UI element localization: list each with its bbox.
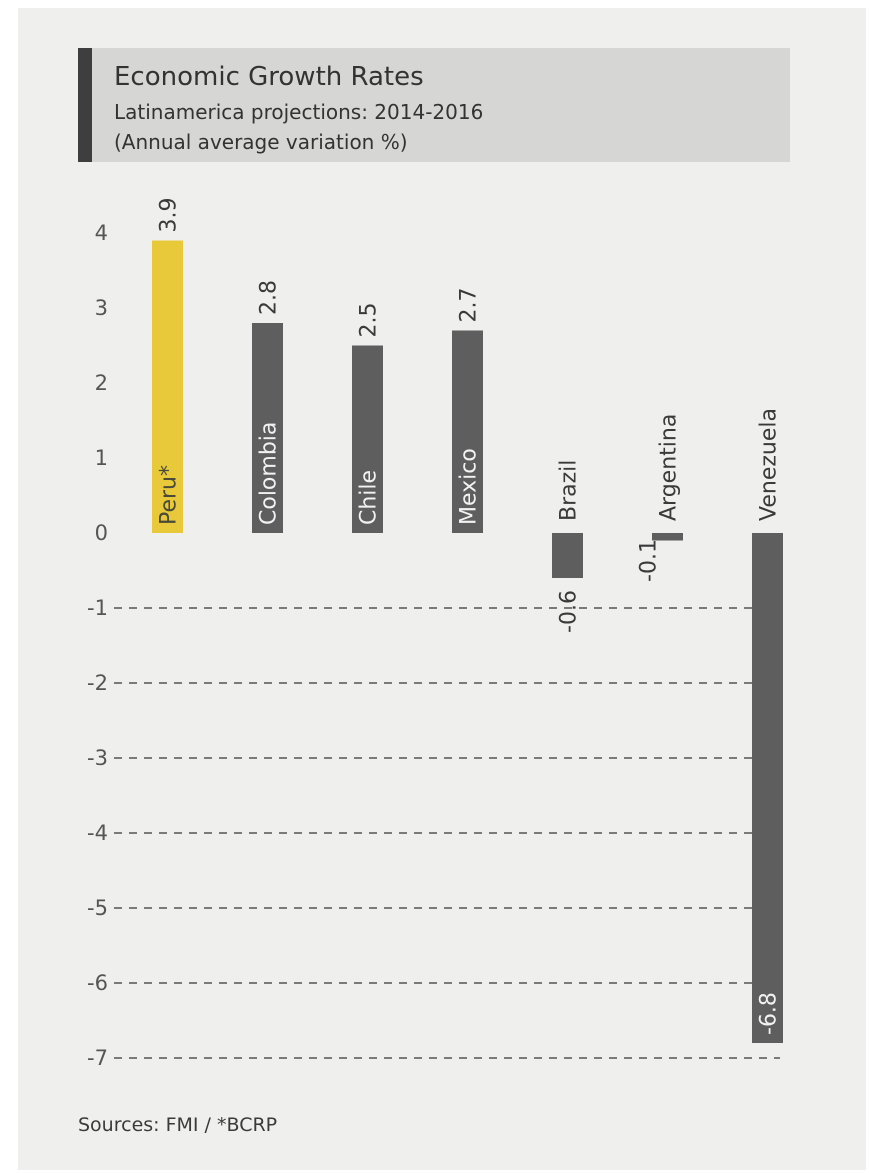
source-note: Sources: FMI / *BCRP <box>78 1114 278 1136</box>
bar <box>252 323 283 533</box>
y-tick-label: -7 <box>87 1046 108 1070</box>
chart-subtitle: Latinamerica projections: 2014-2016 <box>114 100 484 124</box>
value-label: -0.1 <box>637 539 662 582</box>
value-label: 2.5 <box>357 303 382 338</box>
y-tick-label: -4 <box>87 821 108 845</box>
y-tick-label: 1 <box>95 446 108 470</box>
category-label: Brazil <box>557 460 582 521</box>
value-label: -6.8 <box>757 992 782 1035</box>
value-label: 2.8 <box>257 280 282 315</box>
value-label: -0.6 <box>557 590 582 633</box>
bar <box>152 240 183 533</box>
value-label: 2.7 <box>457 288 482 323</box>
title-accent-bar <box>78 48 92 162</box>
bar <box>352 345 383 533</box>
bar <box>652 533 683 541</box>
chart-units: (Annual average variation %) <box>114 130 408 154</box>
category-label: Argentina <box>657 414 682 521</box>
title-band <box>78 48 790 162</box>
value-label: 3.9 <box>157 198 182 233</box>
bar <box>452 330 483 533</box>
category-label: Venezuela <box>757 408 782 521</box>
y-tick-label: -2 <box>87 671 108 695</box>
category-label: Mexico <box>457 448 482 525</box>
y-tick-label: 4 <box>95 221 108 245</box>
chart-title: Economic Growth Rates <box>114 62 424 92</box>
y-tick-label: -1 <box>87 596 108 620</box>
paper-background <box>18 8 866 1170</box>
category-label: Chile <box>357 470 382 525</box>
y-tick-label: 2 <box>95 371 108 395</box>
category-label: Peru* <box>157 465 182 525</box>
y-tick-label: 3 <box>95 296 108 320</box>
category-label: Colombia <box>257 422 282 525</box>
y-tick-label: -3 <box>87 746 108 770</box>
y-tick-label: -5 <box>87 896 108 920</box>
y-tick-label: 0 <box>95 521 108 545</box>
bar <box>752 533 783 1043</box>
y-tick-label: -6 <box>87 971 108 995</box>
bar <box>552 533 583 578</box>
